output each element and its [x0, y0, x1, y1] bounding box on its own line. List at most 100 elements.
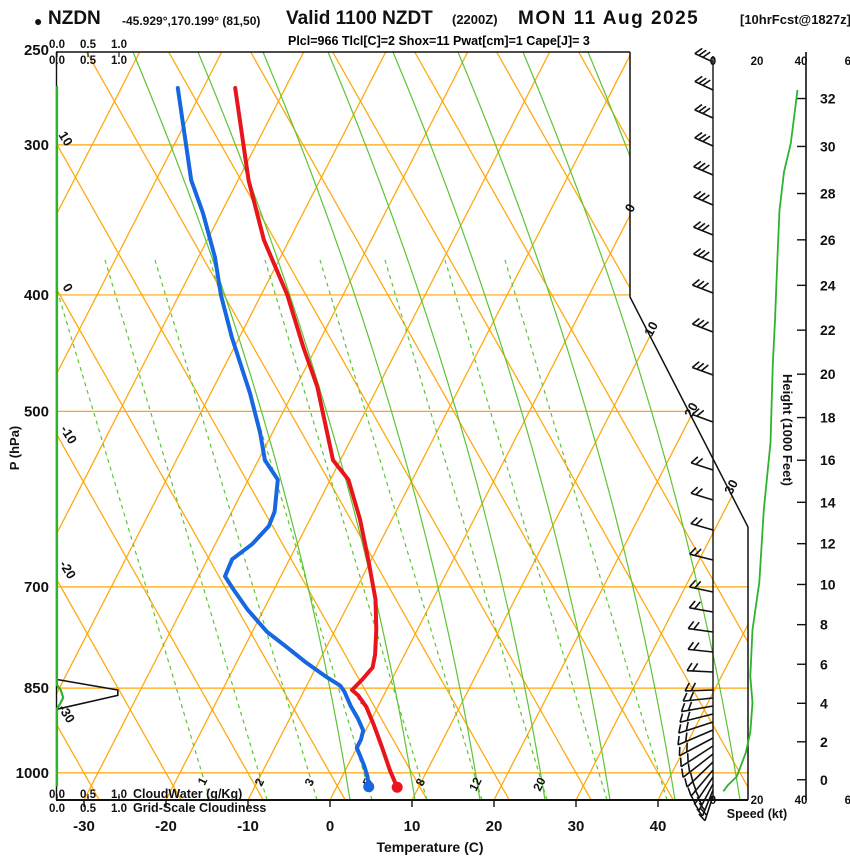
dry-adiabat-line [56, 52, 182, 800]
wind-barb [698, 795, 714, 822]
wind-barb [687, 620, 714, 633]
cloudwater-tick-label-bottom: 0.0 [49, 789, 65, 801]
wind-barb [687, 769, 714, 797]
wind-barb [691, 361, 714, 376]
height-tick-label: 14 [820, 494, 836, 510]
cloudwater-tick-label-bottom: 0.5 [80, 789, 97, 801]
moist-adiabat-line [522, 52, 741, 800]
mixing-ratio-line [56, 259, 211, 800]
wind-barb [686, 662, 714, 673]
mixing-ratio-line [154, 259, 318, 800]
wind-barb [694, 131, 714, 147]
dry-adiabat-line [56, 52, 428, 800]
moist-adiabat-line [262, 52, 481, 800]
height-tick-label: 8 [820, 617, 828, 633]
height-tick-label: 26 [820, 232, 836, 248]
height-tick-label: 28 [820, 186, 836, 202]
isotherm-label: 30 [721, 477, 741, 497]
height-axis-title: Height (1000 Feet) [780, 374, 795, 486]
pressure-tick-label: 1000 [16, 765, 49, 782]
wind-barb [680, 701, 714, 713]
moist-adiabat-line [392, 52, 611, 800]
wind-barb [687, 641, 714, 653]
right-border [629, 52, 749, 800]
wind-barb [678, 737, 714, 757]
speed-tick-label-bottom: 0 [710, 795, 716, 807]
surface-temperature-marker [391, 781, 403, 793]
temperature-tick-label: -10 [237, 818, 259, 835]
mixing-ratio-line [319, 259, 483, 800]
cloudiness-tick-label-top: 1.0 [111, 55, 127, 67]
cloudiness-tick-label-top: 0.0 [49, 55, 65, 67]
temperature-tick-label: 40 [650, 818, 667, 835]
dry-adiabat-line [250, 52, 674, 800]
wind-barb [691, 317, 714, 333]
dewpoint-trace [175, 86, 371, 789]
temperature-tick-label: -30 [73, 818, 95, 835]
height-tick-label: 12 [820, 536, 836, 552]
moist-adiabat-line [457, 52, 676, 800]
dry-adiabat-line [56, 52, 264, 800]
isotherm-line [575, 52, 748, 800]
valid-time: Valid 1100 NZDT [286, 8, 433, 29]
wind-barb [693, 247, 714, 263]
height-tick-label: 10 [820, 576, 836, 592]
dry-adiabat-line [414, 52, 748, 800]
wind-barb [679, 745, 714, 768]
mixing-ratio-line [504, 259, 668, 800]
mixing-ratio-label: 3 [302, 776, 318, 789]
height-tick-label: 20 [820, 366, 836, 382]
background-grid [56, 52, 748, 800]
wind-barb [682, 691, 714, 702]
valid-date: MON 11 Aug 2025 [518, 8, 700, 29]
temperature-trace [233, 86, 400, 790]
pressure-tick-label: 250 [24, 42, 49, 59]
cloudiness-tick-label-bottom: 0.5 [80, 803, 97, 815]
cloudwater-tick-label-bottom: 1.0 [111, 789, 127, 801]
height-tick-label: 22 [820, 322, 836, 338]
pressure-tick-label: 700 [24, 579, 49, 596]
speed-axis-title: Speed (kt) [727, 807, 787, 821]
cloudwater-profile [55, 86, 65, 787]
wind-barb [684, 761, 714, 788]
wind-barb [684, 682, 714, 692]
mixing-ratio-label: 12 [466, 775, 485, 794]
pressure-tick-label: 500 [24, 403, 49, 420]
moist-adiabat-line [327, 52, 546, 800]
moist-adiabat-line [132, 52, 351, 800]
wind-barb [690, 486, 714, 501]
speed-tick-label-top: 20 [751, 56, 764, 68]
profile-traces [55, 86, 799, 793]
wind-barb [694, 47, 714, 63]
forecast-hour: [10hrFcst@1827z] [740, 12, 850, 27]
wind-barb [694, 75, 714, 91]
pressure-axis-title: P (hPa) [7, 426, 22, 471]
wind-barb [693, 220, 714, 236]
wind-barb [681, 753, 714, 779]
cloudiness-scale-title: Grid-Scale Cloudiness [133, 801, 266, 815]
wind-barb [688, 600, 714, 613]
height-tick-label: 16 [820, 452, 836, 468]
wind-barb [691, 278, 714, 294]
dry-adiabat-line [56, 52, 346, 800]
station-id: NZDN [48, 8, 101, 29]
wind-barb-column [677, 47, 714, 822]
cloudiness-tick-label-top: 0.5 [80, 55, 97, 67]
temperature-tick-label: -20 [155, 818, 177, 835]
cloudwater-scale-title: CloudWater (g/Kg) [133, 787, 242, 801]
mixing-ratio-line [104, 259, 268, 800]
dry-adiabat-line [168, 52, 592, 800]
station-coords: -45.929°,170.199° (81,50) [122, 14, 261, 28]
pressure-tick-label: 400 [24, 287, 49, 304]
cloudwater-tick-label-top: 1.0 [111, 39, 127, 51]
station-bullet-icon: ● [34, 13, 43, 29]
wind-barb [690, 456, 714, 471]
speed-tick-label-bottom: 20 [751, 795, 764, 807]
height-tick-label: 32 [820, 91, 836, 107]
speed-tick-label-top: 40 [795, 56, 808, 68]
wind-barb [694, 103, 714, 119]
height-tick-label: 24 [820, 277, 836, 293]
